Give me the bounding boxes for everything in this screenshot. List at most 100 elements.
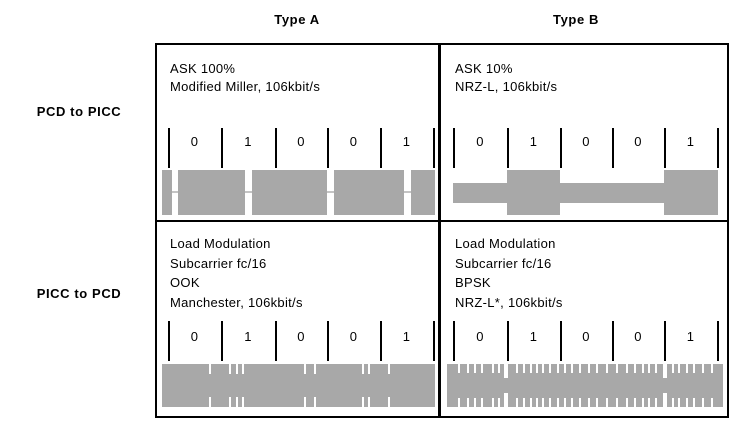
bit-boundary-tick (507, 321, 509, 361)
phase-shift-notch (663, 364, 667, 378)
subcarrier-notch (549, 364, 551, 373)
subcarrier-notch (236, 397, 238, 407)
subcarrier-notch (523, 364, 525, 373)
bit-value-label: 1 (244, 134, 252, 149)
bit-boundary-tick (717, 321, 719, 361)
subcarrier-notch (530, 398, 532, 407)
subcarrier-notch (458, 364, 460, 373)
bit-value-label: 1 (402, 134, 411, 149)
bit-boundary-tick (380, 321, 382, 361)
bit-value-label: 0 (634, 329, 642, 344)
subcarrier-notch (481, 398, 483, 407)
column-divider (438, 43, 441, 418)
bit-value-label: 0 (349, 134, 358, 149)
bit-value-label: 1 (686, 134, 695, 149)
bit-value-label: 0 (476, 134, 484, 149)
subcarrier-notch (516, 398, 518, 407)
subcarrier-notch (693, 398, 695, 407)
bit-value-label: 0 (190, 329, 199, 344)
bit-boundary-tick (717, 128, 719, 168)
bit-boundary-tick (433, 321, 435, 361)
bit-boundary-tick (327, 321, 329, 361)
modulation-spec: OOK (170, 275, 200, 290)
subcarrier-notch (642, 364, 644, 373)
subcarrier-notch (711, 398, 713, 407)
subcarrier-notch (549, 398, 551, 407)
subcarrier-notch (626, 398, 628, 407)
subcarrier-notch (655, 398, 657, 407)
bit-value-label: 1 (529, 134, 538, 149)
bit-value-label: 0 (349, 329, 358, 344)
subcarrier-notch (579, 364, 581, 373)
subcarrier-block (162, 364, 435, 407)
phase-shift-notch (663, 393, 667, 407)
subcarrier-notch (542, 398, 544, 407)
subcarrier-notch (242, 364, 244, 374)
row-divider (155, 220, 729, 222)
subcarrier-notch (626, 364, 628, 373)
subcarrier-notch (606, 398, 608, 407)
subcarrier-notch (536, 364, 538, 373)
carrier-on-block (334, 170, 404, 215)
subcarrier-notch (686, 398, 688, 407)
subcarrier-notch (530, 364, 532, 373)
subcarrier-notch (242, 397, 244, 407)
subcarrier-notch (693, 364, 695, 373)
bit-boundary-tick (275, 128, 277, 168)
subcarrier-notch (542, 364, 544, 373)
bit-boundary-tick (327, 128, 329, 168)
subcarrier-notch (579, 398, 581, 407)
subcarrier-notch (481, 364, 483, 373)
subcarrier-notch (648, 364, 650, 373)
subcarrier-notch (236, 364, 238, 374)
subcarrier-notch (498, 364, 500, 373)
subcarrier-notch (467, 364, 469, 373)
cell-text-type-b-picc: Load Modulation Subcarrier fc/16 BPSK NR… (455, 234, 563, 312)
high-amplitude-block (664, 170, 718, 215)
carrier-on-block (411, 170, 435, 215)
bit-value-label: 1 (686, 329, 695, 344)
carrier-on-block (252, 170, 327, 215)
subcarrier-notch (616, 398, 618, 407)
subcarrier-notch (523, 398, 525, 407)
bit-boundary-tick (612, 128, 614, 168)
phase-shift-notch (504, 393, 508, 407)
bit-boundary-tick (560, 128, 562, 168)
subcarrier-spec: Subcarrier fc/16 (455, 255, 552, 271)
row-label-pcd-to-picc: PCD to PICC (36, 104, 122, 119)
subcarrier-notch (564, 364, 566, 373)
subcarrier-notch (492, 398, 494, 407)
subcarrier-notch (686, 364, 688, 373)
subcarrier-notch (498, 398, 500, 407)
subcarrier-notch (571, 364, 573, 373)
modulation-spec: BPSK (455, 275, 491, 290)
bit-boundary-tick (507, 128, 509, 168)
subcarrier-notch (388, 364, 390, 374)
bit-value-label: 0 (582, 134, 590, 149)
subcarrier-notch (209, 397, 211, 407)
bit-value-label: 0 (634, 134, 642, 149)
load-modulation-spec: Load Modulation (170, 236, 271, 251)
subcarrier-notch (634, 364, 636, 373)
subcarrier-notch (368, 397, 370, 407)
subcarrier-notch (209, 364, 211, 374)
subcarrier-notch (672, 398, 674, 407)
subcarrier-notch (711, 364, 713, 373)
subcarrier-notch (229, 397, 231, 407)
bit-value-label: 1 (529, 329, 538, 344)
bit-boundary-tick (221, 128, 223, 168)
pause-carrier-line (327, 191, 334, 193)
subcarrier-notch (304, 364, 306, 374)
subcarrier-notch (571, 398, 573, 407)
bit-value-label: 1 (244, 329, 252, 344)
subcarrier-notch (648, 398, 650, 407)
subcarrier-notch (702, 364, 704, 373)
subcarrier-notch (474, 398, 476, 407)
column-header-type-b: Type B (553, 12, 599, 27)
bit-value-label: 0 (582, 329, 590, 344)
modulation-spec: ASK 100% (170, 61, 236, 76)
bit-boundary-tick (380, 128, 382, 168)
bit-value-label: 0 (190, 134, 199, 149)
bit-boundary-tick (168, 128, 170, 168)
